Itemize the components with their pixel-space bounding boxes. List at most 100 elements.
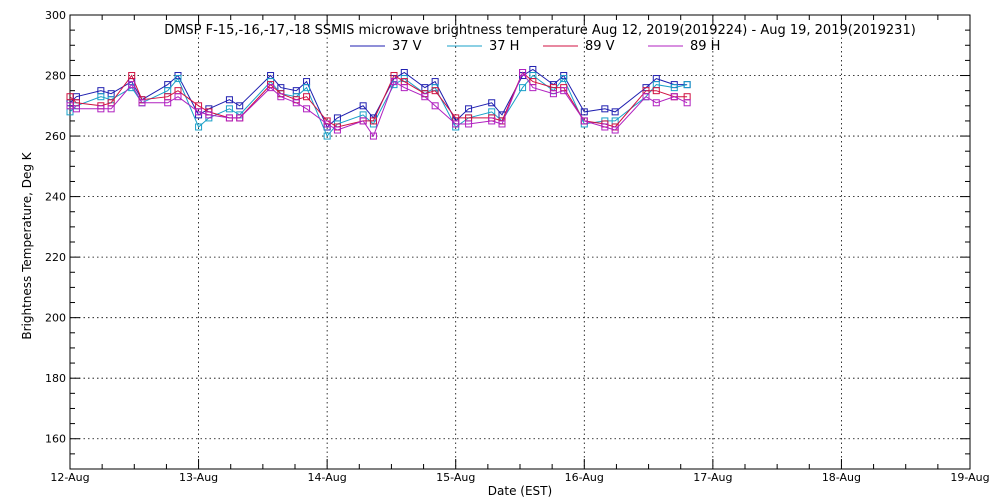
data-point — [519, 69, 527, 77]
x-tick-label: 17-Aug — [693, 471, 732, 484]
data-point — [164, 99, 172, 107]
legend-entry: 37 V — [350, 39, 422, 54]
series-37-v — [66, 65, 691, 131]
y-tick-label: 280 — [45, 70, 66, 83]
x-tick-label: 15-Aug — [436, 471, 475, 484]
data-point — [465, 105, 473, 113]
data-point — [195, 123, 203, 131]
data-point — [292, 99, 300, 107]
data-point — [683, 81, 691, 89]
data-point — [498, 120, 506, 128]
data-point — [303, 84, 311, 92]
x-axis: 12-Aug 13-Aug 14-Aug 15-Aug 16-Aug 17-Aug 18-A… — [50, 15, 990, 484]
data-point — [138, 99, 146, 107]
data-point — [107, 105, 115, 113]
data-point — [359, 117, 367, 125]
series-line — [69, 71, 688, 128]
data-point — [529, 84, 537, 92]
data-point — [225, 96, 233, 104]
data-point — [174, 75, 182, 83]
legend: 37 V 37 H 89 V 89 H — [350, 39, 720, 54]
data-point — [601, 105, 609, 113]
y-tick-label: 200 — [45, 312, 66, 325]
data-point — [390, 78, 398, 86]
grid-layer — [70, 15, 970, 469]
data-point — [452, 120, 460, 128]
plot-border — [69, 14, 971, 470]
legend-entry: 89 H — [648, 39, 720, 54]
data-point — [303, 105, 311, 113]
legend-entry: 37 H — [447, 39, 519, 54]
legend-label: 89 V — [585, 39, 615, 54]
series-line — [69, 74, 688, 138]
data-point — [236, 102, 244, 110]
data-point — [359, 102, 367, 110]
series-89-v — [66, 69, 691, 131]
legend-entry: 89 V — [543, 39, 615, 54]
data-point — [225, 114, 233, 122]
data-point — [369, 132, 377, 140]
series-layer — [66, 65, 691, 140]
data-point — [488, 117, 496, 125]
data-point — [611, 108, 619, 116]
data-point — [369, 117, 377, 125]
data-point — [333, 126, 341, 134]
data-point — [400, 84, 408, 92]
data-point — [601, 123, 609, 131]
legend-label: 37 H — [489, 39, 519, 54]
data-point — [431, 87, 439, 95]
data-point — [560, 87, 568, 95]
data-point — [277, 93, 285, 101]
data-point — [128, 81, 136, 89]
series-37-h — [66, 72, 691, 140]
data-point — [323, 120, 331, 128]
y-tick-label: 160 — [45, 433, 66, 446]
y-tick-label: 240 — [45, 191, 66, 204]
data-point — [683, 99, 691, 107]
x-tick-label: 14-Aug — [308, 471, 347, 484]
data-point — [66, 93, 74, 101]
data-point — [267, 84, 275, 92]
plot-frame — [69, 14, 971, 470]
series-89-h — [66, 69, 691, 140]
data-point — [128, 72, 136, 80]
y-tick-label: 300 — [45, 9, 66, 22]
data-point — [225, 105, 233, 113]
y-tick-label: 220 — [45, 251, 66, 264]
data-point — [205, 111, 213, 119]
y-axis-label: Brightness Temperature, Deg K — [20, 151, 34, 339]
x-tick-label: 12-Aug — [50, 471, 89, 484]
data-point — [580, 108, 588, 116]
data-point — [431, 102, 439, 110]
x-axis-label: Date (EST) — [488, 484, 552, 498]
x-tick-label: 13-Aug — [179, 471, 218, 484]
data-point — [195, 108, 203, 116]
data-point — [549, 90, 557, 98]
series-line — [69, 68, 688, 128]
data-point — [642, 93, 650, 101]
data-point — [670, 93, 678, 101]
x-tick-label: 18-Aug — [822, 471, 861, 484]
data-point — [670, 84, 678, 92]
y-tick-label: 180 — [45, 372, 66, 385]
data-point — [421, 93, 429, 101]
data-point — [560, 75, 568, 83]
data-point — [303, 93, 311, 101]
series-line — [69, 71, 688, 138]
data-point — [97, 93, 105, 101]
y-axis: 160 180 200 220 240 260 280 300 — [45, 9, 970, 470]
data-point — [652, 99, 660, 107]
data-point — [174, 93, 182, 101]
legend-label: 89 H — [690, 39, 720, 54]
data-point — [611, 126, 619, 134]
data-point — [236, 114, 244, 122]
data-point — [519, 84, 527, 92]
data-point — [488, 99, 496, 107]
data-point — [323, 132, 331, 140]
data-point — [580, 117, 588, 125]
legend-label: 37 V — [392, 39, 422, 54]
x-tick-label: 19-Aug — [950, 471, 989, 484]
data-point — [72, 105, 80, 113]
data-point — [652, 87, 660, 95]
